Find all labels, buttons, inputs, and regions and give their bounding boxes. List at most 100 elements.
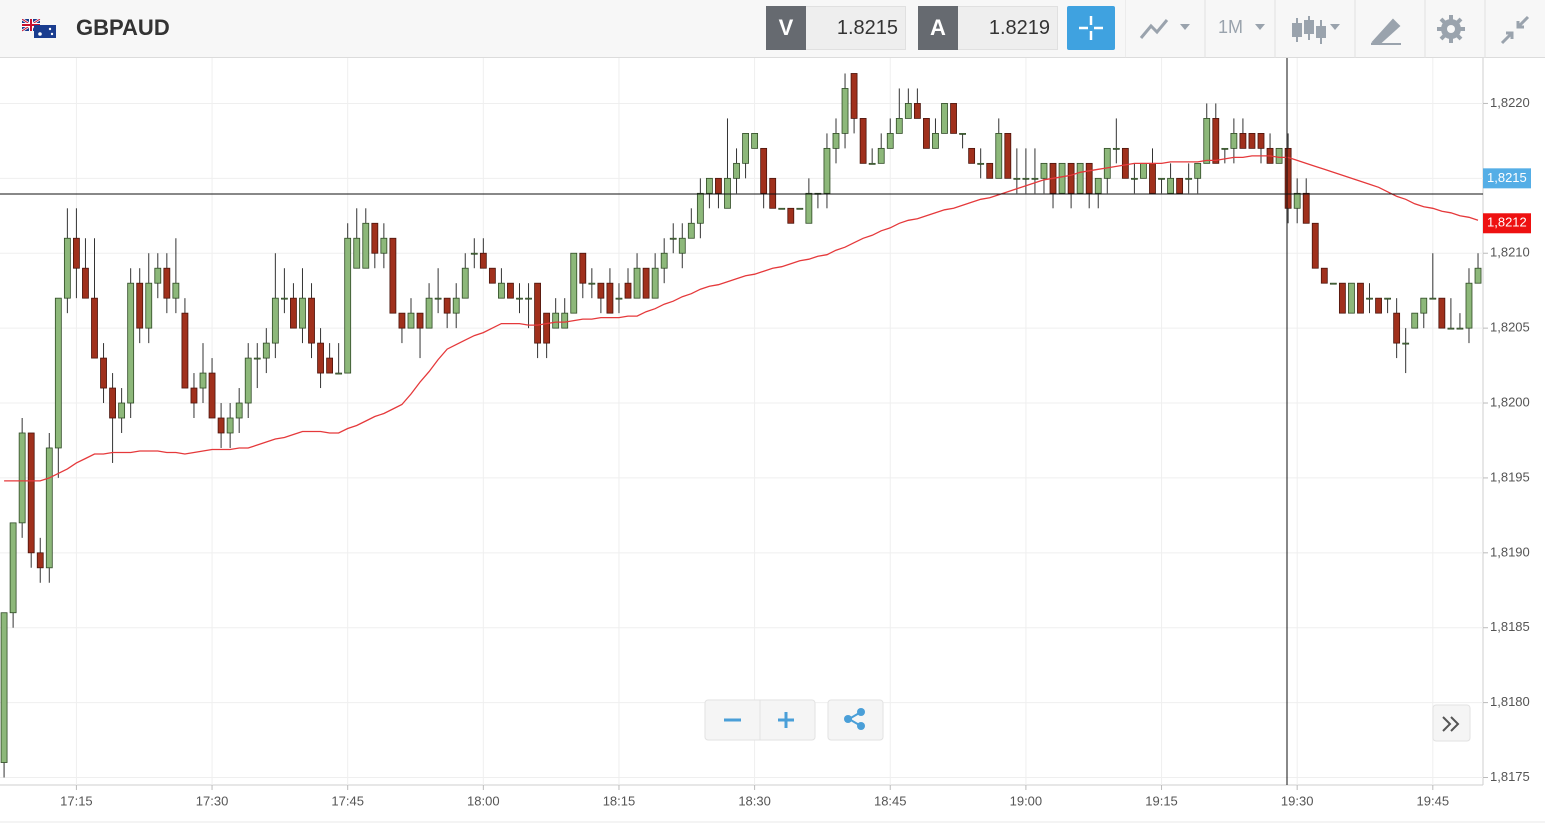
- candle-body: [624, 282, 632, 299]
- candle-body: [416, 312, 424, 329]
- candle-body: [407, 312, 415, 329]
- bid-label: V: [766, 6, 806, 50]
- candle-body: [371, 222, 379, 254]
- candle-body: [1149, 162, 1156, 194]
- candle-body: [760, 147, 768, 194]
- candle-body: [823, 147, 831, 194]
- candle-body: [326, 357, 334, 374]
- candle-body: [932, 132, 939, 149]
- candle-body: [488, 267, 496, 284]
- tool-icons: [1125, 0, 1530, 58]
- candle-body: [841, 88, 849, 134]
- x-tick-label: 19:00: [1010, 793, 1043, 808]
- candle-body: [606, 282, 614, 314]
- x-tick-label: 17:15: [60, 793, 93, 808]
- candle-body: [181, 312, 189, 389]
- candle-body: [136, 282, 144, 329]
- candle-body: [941, 103, 948, 134]
- candle-body: [380, 237, 388, 254]
- candle-body: [1447, 327, 1455, 330]
- candle-body: [217, 417, 225, 434]
- crosshair-button[interactable]: [1067, 6, 1115, 50]
- candle-body: [271, 297, 279, 344]
- candle-body: [290, 297, 297, 329]
- candle-body: [1112, 147, 1120, 150]
- candle-body: [534, 282, 541, 344]
- candle-body: [552, 312, 560, 329]
- candle-body: [91, 297, 98, 359]
- candle-body: [172, 282, 180, 299]
- candle-body: [145, 282, 153, 329]
- share-button[interactable]: [827, 699, 884, 741]
- candle-body: [461, 267, 469, 299]
- candle-body: [516, 297, 523, 300]
- candle-body: [1076, 162, 1084, 194]
- y-tick-label: 1,8210: [1490, 245, 1530, 260]
- candle-body: [82, 267, 89, 299]
- candle-body: [1338, 282, 1346, 314]
- candle-body: [308, 297, 315, 344]
- candle-body: [118, 402, 126, 419]
- candle-body: [1366, 297, 1373, 300]
- x-tick-label: 19:30: [1281, 793, 1314, 808]
- candle-body: [244, 357, 252, 404]
- candle-body: [1420, 297, 1428, 314]
- candle-body: [895, 118, 903, 134]
- candle-body: [1248, 132, 1256, 149]
- candle-body: [1284, 147, 1292, 209]
- ask-price: 1.8219: [988, 17, 1050, 39]
- candle-body: [588, 282, 596, 285]
- candle-body: [886, 132, 894, 149]
- candle-body: [1384, 297, 1391, 300]
- candle-body: [1031, 177, 1039, 180]
- y-tick-label: 1,8180: [1490, 694, 1530, 709]
- price-marker: [1483, 213, 1531, 234]
- timeframe[interactable]: 1M: [1218, 17, 1244, 37]
- candle-body: [1275, 147, 1283, 164]
- candle-body: [73, 237, 80, 269]
- candle-body: [45, 447, 53, 569]
- candle-body: [253, 357, 261, 360]
- x-tick-label: 17:45: [331, 793, 364, 808]
- candle-body: [904, 103, 912, 119]
- candle-body: [1094, 177, 1102, 194]
- candle-body: [163, 267, 171, 299]
- scroll-right-button[interactable]: [1432, 704, 1471, 742]
- candle-body: [362, 222, 370, 269]
- candle-body: [479, 252, 487, 269]
- candle-body: [18, 432, 26, 524]
- candle-body: [751, 132, 759, 149]
- candle-body: [1293, 192, 1301, 209]
- plot: [0, 58, 1483, 785]
- zoom-in[interactable]: [778, 712, 794, 728]
- candle-body: [1131, 177, 1138, 180]
- candle-body: [696, 192, 704, 224]
- candle-body: [1058, 162, 1066, 194]
- candle-body: [570, 252, 578, 314]
- candle-body: [1429, 297, 1437, 300]
- candle-body: [787, 207, 795, 224]
- price-marker-label: 1,8212: [1487, 215, 1527, 230]
- candle-body: [1022, 177, 1030, 180]
- candle-body: [1311, 222, 1319, 269]
- candle-body: [1212, 118, 1220, 164]
- price-marker-label: 1,8215: [1487, 170, 1527, 185]
- bid-price: 1.8215: [836, 17, 898, 39]
- candle-body: [1393, 312, 1401, 344]
- candle-body: [778, 207, 786, 210]
- candle-body: [262, 342, 270, 359]
- candle-body: [805, 192, 813, 224]
- candle-body: [280, 297, 288, 300]
- candle-body: [1474, 267, 1482, 284]
- candle-body: [660, 252, 668, 269]
- y-tick-label: 1,8220: [1490, 95, 1530, 110]
- candle-body: [507, 282, 514, 299]
- candle-body: [154, 267, 162, 284]
- candle-body: [1320, 267, 1328, 284]
- candle-body: [208, 372, 216, 419]
- candle-body: [127, 282, 135, 404]
- y-tick-label: 1,8185: [1490, 619, 1530, 634]
- candle-body: [995, 132, 1003, 179]
- candle-body: [642, 267, 650, 299]
- candle-body: [733, 162, 740, 179]
